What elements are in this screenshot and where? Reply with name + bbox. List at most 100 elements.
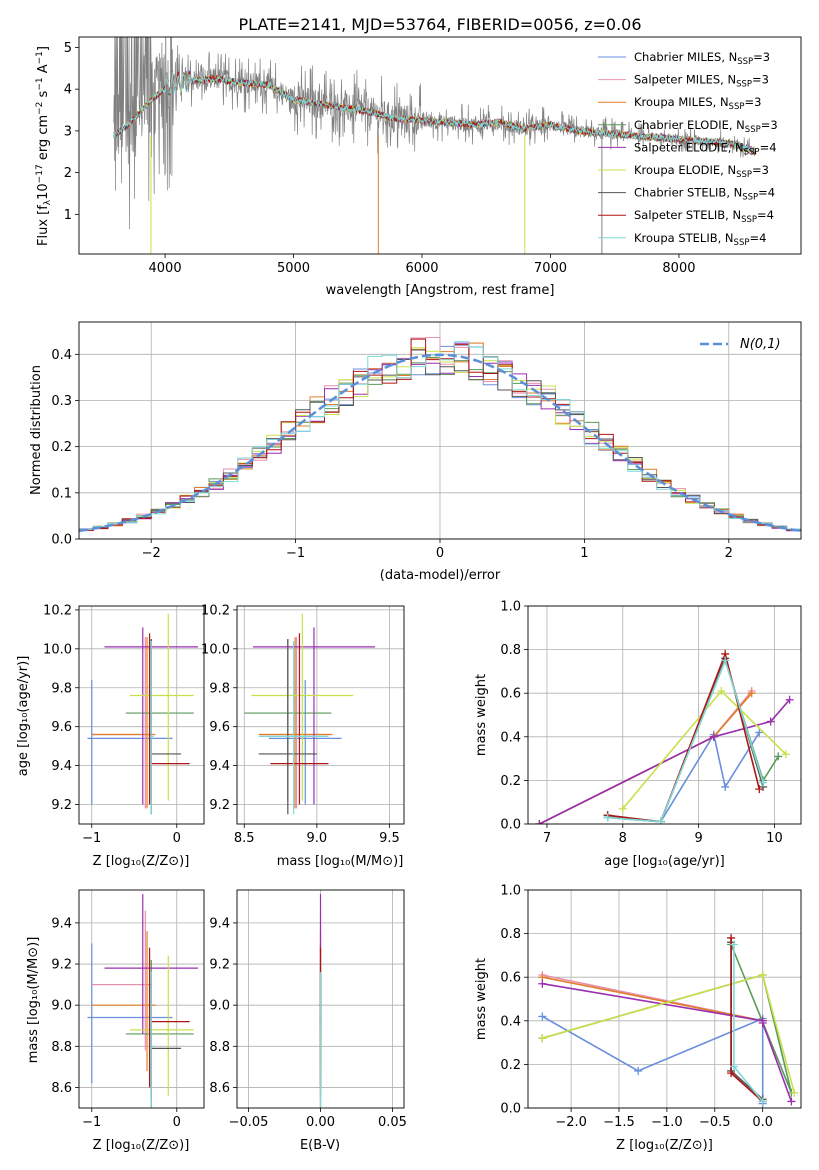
legend-label: Salpeter STELIB, NSSP=4 (634, 208, 774, 225)
normal-reference-curve (79, 353, 801, 533)
tick-label-x: −2 (142, 546, 161, 561)
tick-label-y: 8.6 (51, 1081, 72, 1096)
x-axis-label: Z [log₁₀(Z/Z⊙)] (93, 854, 190, 869)
axes-spectrum: 4000 5000 6000 7000 8000 1 2 3 4 5 Chabrier MILES,… (64, 36, 802, 276)
spectrum-data-line (113, 37, 757, 230)
tick-label-y: 0.0 (51, 533, 72, 548)
tick-label-x: 8.5 (234, 831, 255, 846)
tick-label-y: 3 (64, 124, 72, 139)
legend-label: Chabrier ELODIE, NSSP=3 (634, 118, 778, 135)
errorbars (319, 894, 322, 1108)
weight-marker (774, 752, 783, 761)
sub: λ (43, 199, 53, 205)
spectrum-model-line (113, 72, 757, 154)
legend-subscript: SSP (734, 238, 750, 248)
axes-mass_vs_Z: −1 0 8.6 8.8 9.0 9.2 9.4 (51, 889, 205, 1130)
t: ] (36, 46, 51, 51)
tick-label-y: 1 (64, 208, 72, 223)
tick-label-y: 10.2 (201, 603, 230, 618)
weight-marker (758, 1018, 767, 1027)
weight-series-line (607, 658, 764, 823)
legend-subscript: SSP (729, 102, 745, 112)
t: 10 (36, 183, 51, 200)
legend-subscript: SSP (745, 125, 761, 135)
tick-label-y: 9.6 (51, 720, 72, 735)
sup: −1 (35, 51, 45, 64)
tick-label-y: 0.2 (500, 774, 521, 789)
weight-marker (721, 656, 730, 665)
tick-label-y: 9.0 (209, 999, 230, 1014)
legend-subscript: SSP (741, 215, 757, 225)
weight-series-line (542, 974, 796, 1093)
tick-label-y: 2 (64, 166, 72, 181)
tick-label-y: 10.2 (43, 603, 72, 618)
tick-label-y: 8.6 (209, 1081, 230, 1096)
histograms (79, 337, 801, 534)
histogram-step (79, 341, 801, 533)
t: erg cm (36, 115, 51, 164)
axes-frame (527, 889, 802, 1109)
y-axis-label: mass [log₁₀(M/M⊙)] (26, 937, 41, 1064)
weight-marker (755, 728, 764, 737)
tick-label-x: 0 (436, 546, 444, 561)
weight-marker (727, 933, 736, 942)
weight-marker (729, 940, 738, 949)
t: s (36, 90, 51, 101)
x-axis-label: Z [log₁₀(Z/Z⊙)] (616, 1138, 713, 1153)
axes-frame (78, 605, 205, 825)
axes-frame (78, 36, 802, 255)
sup: −1 (35, 77, 45, 90)
tick-label-x: 5000 (277, 261, 310, 276)
weight-marker (758, 1097, 767, 1106)
legend-label: Kroupa ELODIE, NSSP=3 (634, 163, 769, 180)
tick-label-y: 9.8 (209, 681, 230, 696)
tick-label-y: 0.2 (51, 440, 72, 455)
weight-series-line (539, 690, 753, 824)
tick-label-y: 9.0 (51, 999, 72, 1014)
tick-label-y: 1.0 (500, 884, 521, 899)
weight-series-line (542, 1015, 764, 1104)
weight-marker (790, 1088, 799, 1097)
tick-label-y: 0.1 (51, 486, 72, 501)
sup: −17 (35, 164, 45, 183)
tick-label-y: 0.3 (51, 394, 72, 409)
tick-label-x: 0.05 (378, 1115, 407, 1130)
tick-label-y: 5 (64, 41, 72, 56)
axes-age_vs_mass: 8.5 9.0 9.5 9.2 9.4 9.6 9.8 10.0 10.2 (201, 603, 405, 846)
legend-value: =4 (760, 140, 777, 154)
tick-label-y: 9.2 (209, 958, 230, 973)
tick-label-y: 0.4 (500, 1014, 521, 1029)
weight-marker (618, 804, 627, 813)
legend-subscript: SSP (737, 57, 753, 67)
x-axis-label: mass [log₁₀(M/M⊙)] (277, 854, 404, 869)
tick-label-y: 9.4 (209, 759, 230, 774)
tick-label-x: 6000 (405, 261, 438, 276)
tick-label-y: 9.4 (51, 916, 72, 931)
figure-title: PLATE=2141, MJD=53764, FIBERID=0056, z=0… (238, 15, 641, 34)
tick-label-x: −1.0 (651, 1115, 683, 1130)
weight-marker (785, 695, 794, 704)
tick-label-x: −0.05 (229, 1115, 269, 1130)
spectrum-model-line (113, 71, 757, 155)
weight-marker (766, 717, 775, 726)
legend-value: =3 (752, 163, 769, 177)
tick-label-y: 10.0 (201, 642, 230, 657)
legend-value: =4 (758, 186, 775, 200)
tick-label-x: 0 (173, 1115, 181, 1130)
tick-label-y: 9.4 (209, 916, 230, 931)
y-axis-label: Flux [fλ10−17 erg cm−2 s−1 A−1] (35, 46, 53, 246)
weight-marker (538, 979, 547, 988)
legend-label: N(0,1) (740, 337, 781, 352)
tick-label-x: 0.0 (752, 1115, 773, 1130)
y-axis-label: mass weight (474, 958, 489, 1040)
tick-label-y: 4 (64, 83, 72, 98)
legend-label: Salpeter MILES, NSSP=3 (634, 73, 769, 90)
legend-label: Kroupa STELIB, NSSP=4 (634, 231, 766, 248)
tick-label-y: 9.2 (209, 798, 230, 813)
tick-label-y: 0.4 (51, 348, 72, 363)
weight-marker (656, 817, 665, 824)
tick-label-y: 0.0 (500, 1102, 521, 1117)
legend-value: =3 (761, 118, 778, 132)
axes-frame (236, 605, 405, 825)
tick-label-y: 9.8 (51, 681, 72, 696)
